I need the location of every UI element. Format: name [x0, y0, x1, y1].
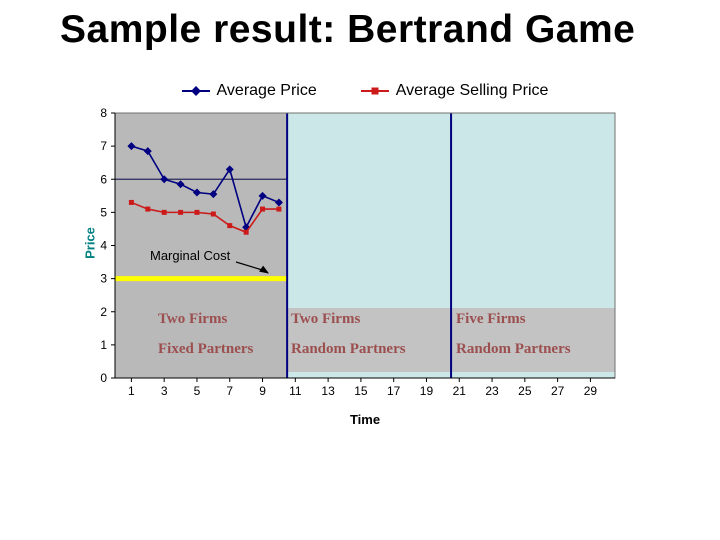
- region-2-label: Two Firms Random Partners: [291, 311, 406, 358]
- diamond-marker-icon: [190, 86, 201, 96]
- slide-title: Sample result: Bertrand Game: [60, 8, 636, 51]
- marginal-cost-annotation: Marginal Cost: [150, 248, 231, 263]
- region-3-line1: Five Firms: [456, 311, 526, 327]
- svg-text:17: 17: [387, 384, 401, 398]
- svg-text:23: 23: [485, 384, 499, 398]
- line-marker-icon: [181, 86, 210, 96]
- svg-text:4: 4: [100, 239, 107, 253]
- legend-item-average-price: Average Price: [181, 82, 317, 100]
- region-1-line2: Fixed Partners: [158, 341, 254, 357]
- svg-text:5: 5: [194, 384, 201, 398]
- legend-label-average-price: Average Price: [216, 82, 317, 99]
- region-2-line2: Random Partners: [291, 341, 406, 357]
- legend-item-average-selling-price: Average Selling Price: [360, 82, 549, 100]
- chart-legend: Average Price Average Selling Price: [115, 82, 615, 100]
- square-marker-icon: [371, 87, 379, 95]
- x-axis-title: Time: [349, 412, 381, 427]
- svg-text:25: 25: [518, 384, 532, 398]
- svg-text:19: 19: [420, 384, 434, 398]
- svg-text:6: 6: [100, 172, 107, 186]
- svg-text:9: 9: [259, 384, 266, 398]
- legend-label-average-selling-price: Average Selling Price: [395, 82, 549, 99]
- svg-text:7: 7: [100, 139, 107, 153]
- svg-text:5: 5: [100, 205, 107, 219]
- svg-text:27: 27: [551, 384, 565, 398]
- svg-text:13: 13: [321, 384, 335, 398]
- svg-text:15: 15: [354, 384, 368, 398]
- region-3-label: Five Firms Random Partners: [456, 311, 571, 358]
- region-1-label: Two Firms Fixed Partners: [158, 311, 253, 358]
- svg-text:21: 21: [453, 384, 467, 398]
- svg-text:8: 8: [100, 106, 107, 120]
- y-axis-title: Price: [82, 227, 98, 259]
- svg-text:7: 7: [226, 384, 233, 398]
- svg-text:29: 29: [584, 384, 598, 398]
- svg-text:11: 11: [289, 384, 302, 398]
- region-1-line1: Two Firms: [158, 311, 228, 327]
- region-3-line2: Random Partners: [456, 341, 571, 357]
- svg-text:3: 3: [100, 272, 107, 286]
- svg-text:0: 0: [100, 371, 107, 385]
- line-marker-icon: [360, 87, 389, 95]
- svg-text:3: 3: [161, 384, 168, 398]
- svg-text:2: 2: [100, 305, 107, 319]
- region-2-line1: Two Firms: [291, 311, 361, 327]
- svg-text:1: 1: [128, 384, 135, 398]
- svg-text:1: 1: [100, 338, 107, 352]
